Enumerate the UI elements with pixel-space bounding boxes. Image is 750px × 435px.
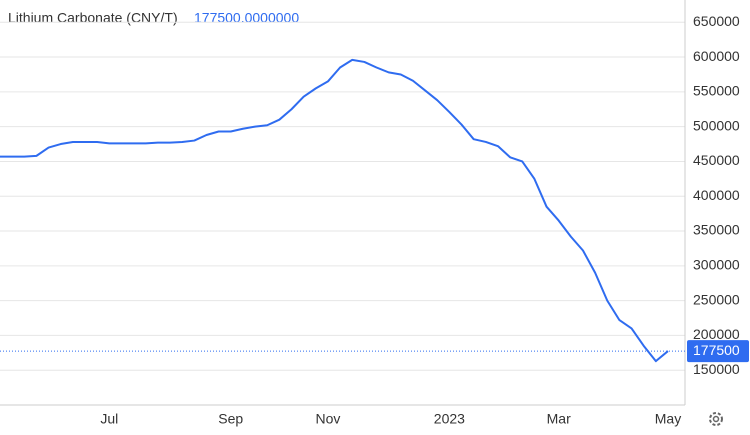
x-tick-label: Sep (218, 411, 243, 427)
y-tick-label: 500000 (693, 117, 740, 133)
y-tick-label: 350000 (693, 222, 740, 238)
chart-title: Lithium Carbonate (CNY/T) (8, 10, 178, 26)
x-tick-label: Jul (100, 411, 118, 427)
y-tick-label: 300000 (693, 257, 740, 273)
y-tick-label: 150000 (693, 361, 740, 377)
y-tick-label: 450000 (693, 152, 740, 168)
y-tick-label: 650000 (693, 13, 740, 29)
x-tick-label: 2023 (434, 411, 465, 427)
x-tick-label: Nov (315, 411, 340, 427)
data-line (0, 58, 669, 363)
y-tick-label: 600000 (693, 48, 740, 64)
settings-icon[interactable] (709, 412, 723, 426)
y-tick-label: 250000 (693, 291, 740, 307)
last-value-label: 177500 (693, 342, 740, 358)
y-tick-label: 400000 (693, 187, 740, 203)
y-tick-label: 550000 (693, 83, 740, 99)
y-tick-label: 200000 (693, 326, 740, 342)
last-value-box (687, 340, 749, 363)
x-tick-label: May (655, 411, 681, 427)
x-tick-label: Mar (547, 411, 571, 427)
last-price: 177500.0000000 (194, 10, 299, 26)
